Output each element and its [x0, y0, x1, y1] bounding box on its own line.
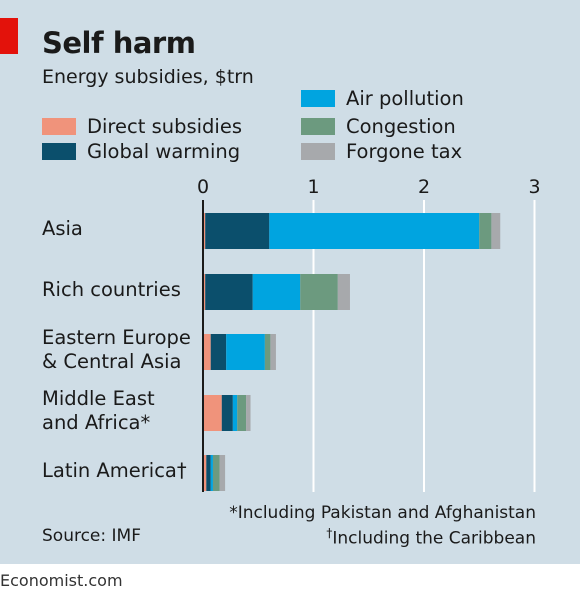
bar-segment: [203, 455, 207, 491]
bar-segment: [246, 395, 251, 431]
bar-segment: [205, 213, 270, 249]
bar-segment: [210, 334, 227, 370]
legend-swatch: [301, 118, 335, 135]
bar-segment: [219, 455, 226, 491]
legend-item-congestion: Congestion: [301, 115, 456, 138]
legend-swatch: [301, 90, 335, 107]
bar-segment: [221, 395, 233, 431]
footnote-caribbean-text: Including the Caribbean: [332, 528, 536, 549]
bar-segment: [203, 274, 206, 310]
legend-label: Air pollution: [346, 87, 464, 110]
bar-segment: [212, 455, 220, 491]
red-tab-logo: [0, 18, 18, 54]
category-label: Middle East and Africa*: [42, 387, 155, 435]
bar-segment: [491, 213, 501, 249]
economist-brand: Economist.com: [0, 571, 123, 590]
category-label-line: Latin America†: [42, 459, 187, 482]
x-tick-label: 2: [418, 176, 430, 198]
legend-label: Direct subsidies: [87, 115, 243, 138]
bar-segment: [264, 334, 271, 370]
bar-segment: [269, 213, 480, 249]
x-tick-label: 3: [528, 176, 540, 198]
bar-segment: [203, 213, 206, 249]
dagger-mark: †: [326, 526, 333, 540]
x-tick-label: 0: [197, 176, 209, 198]
legend-swatch: [42, 118, 76, 135]
x-tick-label: 1: [307, 176, 319, 198]
bar-segment: [206, 455, 211, 491]
legend-swatch: [301, 143, 335, 160]
bar-segment: [479, 213, 492, 249]
bar-segment: [237, 395, 247, 431]
legend-swatch: [42, 143, 76, 160]
source-note: Source: IMF: [42, 526, 141, 546]
legend-item-forgone-tax: Forgone tax: [301, 140, 462, 163]
category-label-line: Rich countries: [42, 278, 181, 301]
bar-segment: [232, 395, 238, 431]
category-label-line: Asia: [42, 217, 83, 240]
bar-segment: [337, 274, 350, 310]
category-label: Rich countries: [42, 278, 181, 302]
category-label-line: Middle East: [42, 387, 155, 410]
category-label-line: and Africa*: [42, 411, 151, 434]
bar-chart: 0 1 2 3: [197, 176, 541, 492]
category-label-line: Eastern Europe: [42, 326, 191, 349]
legend-item-air-pollution: Air pollution: [301, 87, 464, 110]
footnote-caribbean: †Including the Caribbean: [326, 526, 536, 549]
legend-label: Forgone tax: [346, 140, 463, 163]
bar-segment: [226, 334, 265, 370]
legend-label: Global warming: [87, 140, 241, 163]
chart-subtitle: Energy subsidies, $trn: [42, 66, 254, 88]
category-label: Asia: [42, 217, 83, 241]
bar-segment: [270, 334, 276, 370]
category-label: Latin America†: [42, 459, 187, 483]
chart-title: Self harm: [42, 26, 196, 60]
footnote-pakistan: *Including Pakistan and Afghanistan: [229, 503, 536, 523]
bar-segment: [300, 274, 338, 310]
bar-segment: [205, 274, 253, 310]
category-label-line: & Central Asia: [42, 350, 182, 373]
bar-segment: [203, 334, 211, 370]
legend-item-direct-subsidies: Direct subsidies: [42, 115, 242, 138]
legend-label: Congestion: [346, 115, 456, 138]
bar-segment: [210, 455, 213, 491]
bar-segment: [252, 274, 301, 310]
category-label: Eastern Europe & Central Asia: [42, 326, 191, 374]
bar-segment: [203, 395, 222, 431]
legend-item-global-warming: Global warming: [42, 140, 240, 163]
